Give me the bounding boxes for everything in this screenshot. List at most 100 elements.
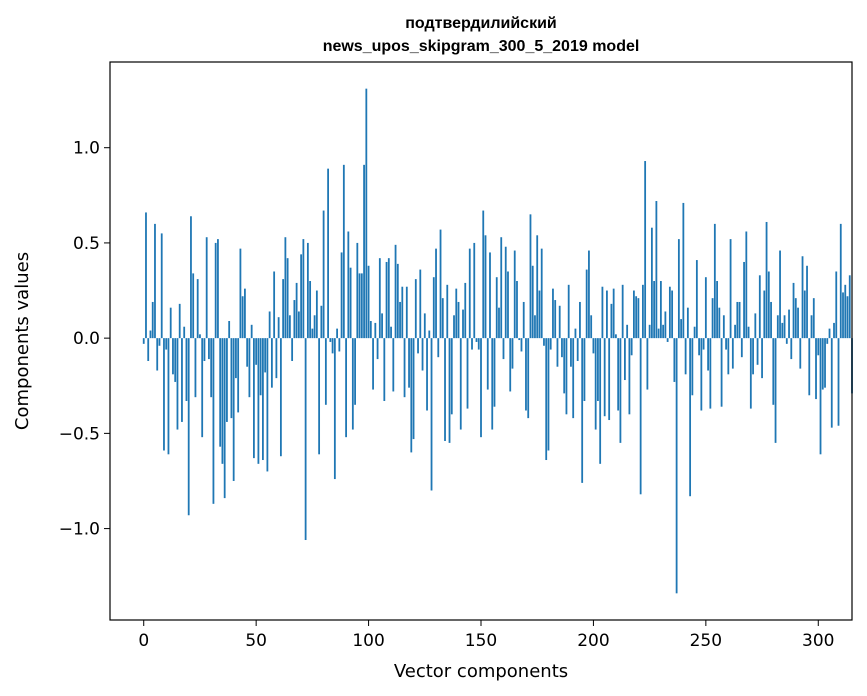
bar-99 xyxy=(365,88,368,339)
bar-277 xyxy=(765,221,768,339)
bar-77 xyxy=(315,290,318,339)
bar-209 xyxy=(612,288,615,339)
bar-9 xyxy=(163,338,165,451)
bar-145 xyxy=(468,248,471,339)
bar-291 xyxy=(797,307,799,339)
bar-182 xyxy=(552,288,554,339)
bar-31 xyxy=(212,338,215,504)
bar-150 xyxy=(480,338,482,438)
bar-161 xyxy=(504,246,507,339)
bar-273 xyxy=(756,338,759,365)
bar-185 xyxy=(558,305,561,339)
bar-106 xyxy=(381,313,383,339)
bar-160 xyxy=(502,338,505,360)
bar-109 xyxy=(387,258,390,339)
bar-122 xyxy=(417,338,419,354)
bar-200 xyxy=(592,338,595,354)
bar-108 xyxy=(385,261,388,339)
bar-227 xyxy=(653,281,656,339)
bar-71 xyxy=(302,239,305,339)
y-axis-ticks: −1.0 −0.5 0.0 0.5 1.0 xyxy=(59,139,110,540)
bar-63 xyxy=(284,237,287,339)
bar-204 xyxy=(601,286,604,339)
bar-221 xyxy=(639,338,642,495)
bar-272 xyxy=(754,313,757,339)
bar-146 xyxy=(471,338,473,350)
bar-229 xyxy=(657,328,660,339)
bar-271 xyxy=(752,338,754,375)
bar-259 xyxy=(725,338,727,350)
bar-4 xyxy=(151,301,154,339)
bar-195 xyxy=(581,338,584,483)
bar-49 xyxy=(253,338,255,459)
bar-222 xyxy=(641,284,644,339)
bar-102 xyxy=(372,338,374,390)
bar-72 xyxy=(304,338,307,541)
bar-100 xyxy=(367,265,370,339)
bar-201 xyxy=(594,338,597,430)
x-tick-label: 100 xyxy=(352,631,384,651)
x-tick-label: 0 xyxy=(138,631,149,651)
bar-251 xyxy=(707,338,709,371)
bar-129 xyxy=(432,277,435,339)
bar-180 xyxy=(547,338,550,451)
bar-220 xyxy=(637,298,640,339)
bar-127 xyxy=(428,330,431,339)
bar-301 xyxy=(819,338,822,455)
bar-289 xyxy=(792,282,795,339)
bar-264 xyxy=(736,301,739,339)
bar-202 xyxy=(597,338,599,401)
bar-285 xyxy=(783,315,786,339)
bar-198 xyxy=(588,250,590,339)
bar-252 xyxy=(709,338,712,409)
bar-82 xyxy=(327,168,329,339)
bar-84 xyxy=(331,338,334,354)
bar-226 xyxy=(650,227,653,339)
bar-297 xyxy=(810,315,813,339)
bar-16 xyxy=(178,303,181,339)
bar-10 xyxy=(165,338,168,350)
bar-12 xyxy=(169,307,172,339)
bar-178 xyxy=(543,338,545,346)
chart-title-line1: подтвердилийский xyxy=(405,15,557,32)
bar-42 xyxy=(237,338,240,413)
bar-286 xyxy=(785,338,788,344)
bar-241 xyxy=(684,338,687,375)
bar-104 xyxy=(376,338,379,360)
bar-155 xyxy=(491,338,494,430)
bar-256 xyxy=(718,307,721,339)
bar-18 xyxy=(183,326,186,339)
bar-53 xyxy=(262,338,264,461)
bar-143 xyxy=(464,282,467,339)
bar-14 xyxy=(174,338,177,382)
bar-197 xyxy=(585,269,588,339)
y-tick-label: −1.0 xyxy=(59,520,100,540)
bar-305 xyxy=(828,328,831,339)
bar-21 xyxy=(190,216,192,339)
bar-191 xyxy=(572,338,575,419)
bar-193 xyxy=(576,338,579,361)
bar-246 xyxy=(695,260,698,339)
x-tick-label: 50 xyxy=(245,631,267,651)
bar-157 xyxy=(495,277,498,339)
bar-192 xyxy=(574,328,577,339)
bar-13 xyxy=(172,338,174,375)
bar-211 xyxy=(617,338,620,411)
bar-164 xyxy=(511,338,514,369)
bar-216 xyxy=(628,338,631,415)
y-tick-label: −0.5 xyxy=(59,424,100,444)
bar-269 xyxy=(747,326,750,339)
bar-103 xyxy=(374,322,377,339)
bar-310 xyxy=(839,223,842,339)
bar-126 xyxy=(426,338,428,411)
bar-307 xyxy=(833,322,835,339)
bar-128 xyxy=(430,338,433,491)
bar-153 xyxy=(486,338,489,390)
bar-117 xyxy=(405,286,408,339)
bar-131 xyxy=(437,338,440,358)
bar-255 xyxy=(716,281,718,339)
bar-279 xyxy=(770,301,772,339)
bar-290 xyxy=(794,298,797,339)
bar-54 xyxy=(264,338,267,373)
bar-93 xyxy=(351,338,354,430)
